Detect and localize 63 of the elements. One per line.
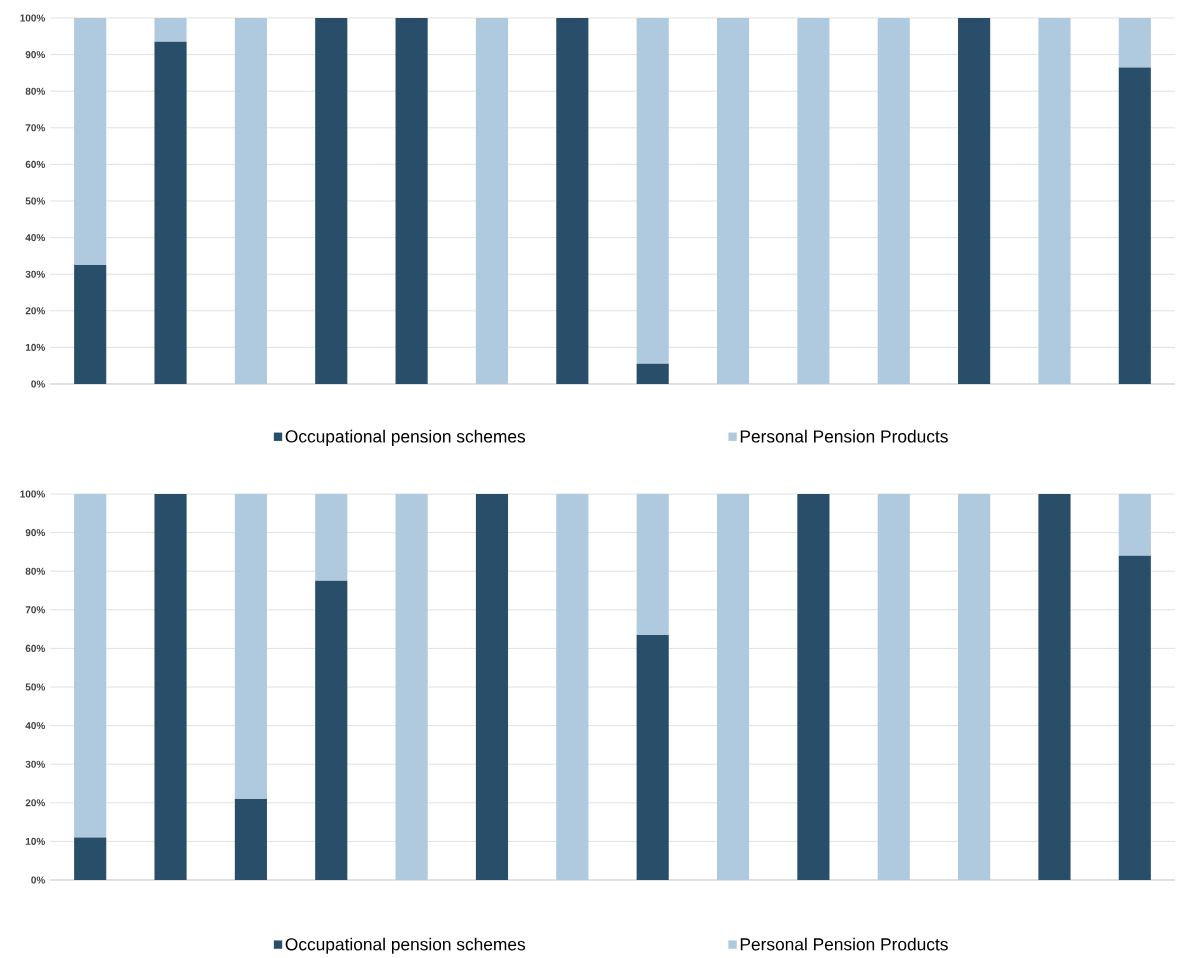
bar bbox=[797, 494, 830, 881]
bar bbox=[154, 41, 187, 385]
y-tick-label: 80% bbox=[25, 567, 46, 575]
bar bbox=[395, 18, 428, 385]
y-tick-label: 30% bbox=[25, 270, 46, 278]
bar bbox=[315, 494, 348, 582]
y-tick-label: 70% bbox=[25, 124, 46, 132]
bar bbox=[1118, 67, 1151, 385]
y-tick-label: 20% bbox=[25, 799, 46, 807]
y-tick-label: 50% bbox=[25, 197, 46, 205]
y-tick-label: 30% bbox=[25, 760, 46, 768]
bar bbox=[636, 364, 669, 385]
bar bbox=[154, 18, 187, 42]
y-tick-label: 90% bbox=[25, 529, 46, 537]
y-tick-label: 40% bbox=[25, 722, 46, 730]
bar bbox=[556, 494, 589, 881]
bar bbox=[475, 494, 509, 881]
legend-label: Occupational pension schemes bbox=[285, 937, 526, 955]
bar bbox=[154, 494, 187, 881]
bar bbox=[74, 494, 107, 838]
y-tick-label: 80% bbox=[25, 87, 46, 95]
y-tick-label: 20% bbox=[25, 307, 46, 315]
bar bbox=[74, 18, 107, 266]
bar bbox=[234, 494, 267, 800]
y-tick-label: 10% bbox=[25, 838, 46, 846]
bar bbox=[1118, 555, 1151, 881]
legend-label: Personal Pension Products bbox=[740, 430, 948, 443]
bar bbox=[74, 837, 107, 881]
bar bbox=[1038, 18, 1071, 385]
bar bbox=[1038, 494, 1071, 881]
y-tick-label: 50% bbox=[25, 683, 46, 691]
bar bbox=[395, 494, 428, 881]
y-tick-label: 0% bbox=[31, 380, 46, 388]
y-tick-label: 70% bbox=[25, 606, 46, 614]
bar bbox=[636, 494, 669, 636]
bar bbox=[234, 799, 267, 881]
bar bbox=[797, 18, 830, 385]
bar bbox=[315, 18, 348, 385]
legend-label: Occupational pension schemes bbox=[285, 430, 526, 447]
bar bbox=[958, 494, 991, 881]
y-tick-label: 90% bbox=[25, 51, 46, 59]
y-tick-label: 100% bbox=[20, 490, 46, 498]
legend-label: Personal Pension Products bbox=[740, 937, 948, 951]
y-tick-label: 60% bbox=[25, 645, 46, 653]
bar bbox=[1118, 18, 1151, 68]
y-tick-label: 0% bbox=[31, 876, 46, 884]
bar bbox=[877, 494, 910, 881]
bar bbox=[315, 581, 348, 881]
bar bbox=[716, 494, 750, 881]
bar bbox=[636, 635, 669, 881]
bar bbox=[636, 18, 669, 365]
y-tick-label: 10% bbox=[25, 344, 46, 352]
bar bbox=[716, 18, 750, 385]
bar bbox=[556, 18, 589, 385]
bar bbox=[475, 18, 509, 385]
y-tick-label: 40% bbox=[25, 234, 46, 242]
bar bbox=[234, 18, 267, 385]
y-tick-label: 60% bbox=[25, 161, 46, 169]
bar bbox=[1118, 494, 1151, 556]
bar bbox=[958, 18, 991, 385]
bar bbox=[74, 265, 107, 385]
y-tick-label: 100% bbox=[20, 14, 46, 22]
bar bbox=[877, 18, 910, 385]
